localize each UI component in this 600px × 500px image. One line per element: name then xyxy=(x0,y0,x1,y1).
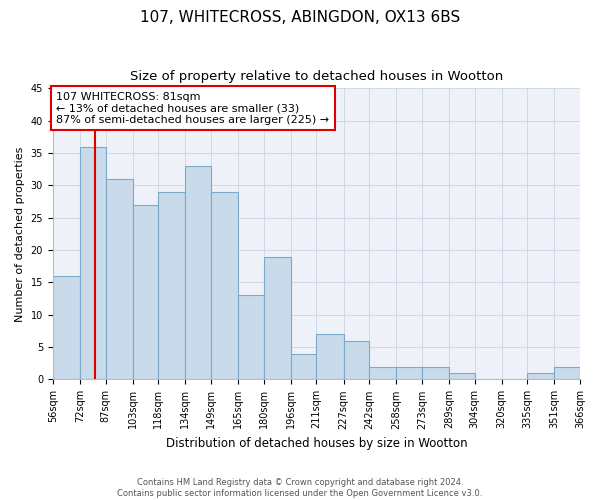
Bar xyxy=(554,366,580,380)
Bar xyxy=(291,354,316,380)
X-axis label: Distribution of detached houses by size in Wootton: Distribution of detached houses by size … xyxy=(166,437,467,450)
Bar xyxy=(80,146,106,380)
Bar xyxy=(238,296,263,380)
Bar xyxy=(369,366,397,380)
Title: Size of property relative to detached houses in Wootton: Size of property relative to detached ho… xyxy=(130,70,503,83)
Bar xyxy=(53,276,80,380)
Bar xyxy=(527,373,554,380)
Bar xyxy=(422,366,449,380)
Bar xyxy=(106,179,133,380)
Bar xyxy=(344,340,369,380)
Text: 107, WHITECROSS, ABINGDON, OX13 6BS: 107, WHITECROSS, ABINGDON, OX13 6BS xyxy=(140,10,460,25)
Bar xyxy=(158,192,185,380)
Bar xyxy=(211,192,238,380)
Text: 107 WHITECROSS: 81sqm
← 13% of detached houses are smaller (33)
87% of semi-deta: 107 WHITECROSS: 81sqm ← 13% of detached … xyxy=(56,92,329,125)
Y-axis label: Number of detached properties: Number of detached properties xyxy=(15,146,25,322)
Bar xyxy=(449,373,475,380)
Text: Contains HM Land Registry data © Crown copyright and database right 2024.
Contai: Contains HM Land Registry data © Crown c… xyxy=(118,478,482,498)
Bar xyxy=(316,334,344,380)
Bar xyxy=(263,256,291,380)
Bar xyxy=(133,205,158,380)
Bar xyxy=(185,166,211,380)
Bar xyxy=(397,366,422,380)
